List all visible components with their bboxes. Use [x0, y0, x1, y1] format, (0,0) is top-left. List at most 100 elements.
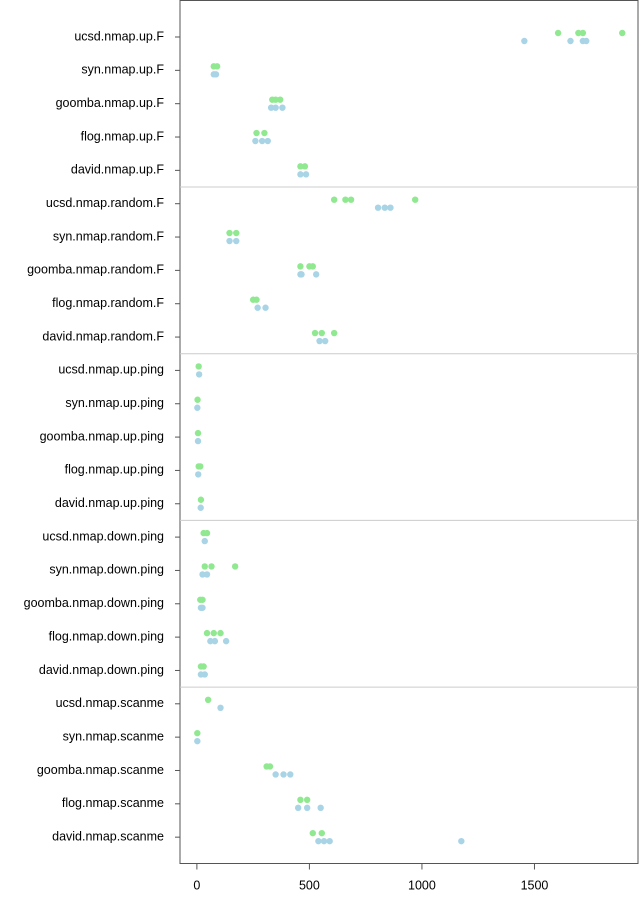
- dot: [309, 829, 316, 837]
- x-tick-label: 500: [299, 878, 320, 892]
- y-tick-label: goomba.nmap.scanme: [37, 763, 164, 777]
- y-tick-label: flog.nmap.up.ping: [65, 463, 164, 477]
- dot: [411, 196, 419, 203]
- dot: [211, 637, 219, 645]
- dot: [197, 463, 204, 470]
- y-tick-label: syn.nmap.down.ping: [49, 563, 164, 577]
- dot: [381, 204, 389, 211]
- dot: [312, 271, 320, 278]
- dot: [309, 263, 316, 270]
- dot: [200, 663, 207, 670]
- y-tick-label: flog.nmap.scanme: [62, 796, 164, 810]
- x-tick-label: 1000: [408, 878, 436, 892]
- dot: [297, 163, 304, 170]
- dot: [342, 196, 349, 203]
- dot: [567, 37, 574, 45]
- dot: [253, 129, 260, 137]
- y-tick-label: syn.nmap.random.F: [53, 229, 165, 243]
- dot: [194, 737, 201, 745]
- dot: [254, 304, 261, 311]
- dot: [199, 596, 206, 603]
- y-tick-label: ucsd.nmap.up.ping: [58, 363, 164, 377]
- x-tick-label: 1500: [521, 878, 549, 892]
- dot: [318, 329, 325, 337]
- dot: [297, 171, 304, 178]
- dot: [194, 437, 202, 445]
- dot: [267, 104, 275, 111]
- dot: [258, 137, 266, 145]
- dot: [194, 729, 201, 737]
- dot: [320, 837, 328, 845]
- dot: [208, 563, 215, 570]
- dot: [201, 537, 208, 545]
- dot: [297, 796, 304, 804]
- dot: [326, 837, 333, 845]
- dot: [316, 337, 323, 345]
- dot: [458, 837, 465, 845]
- dot: [195, 371, 203, 378]
- dot: [253, 296, 260, 303]
- dot: [201, 563, 208, 570]
- dot: [194, 429, 202, 437]
- dot: [303, 804, 311, 812]
- dot: [272, 104, 279, 111]
- y-tick-label: david.nmap.up.F: [71, 163, 164, 177]
- y-tick-label: syn.nmap.up.ping: [65, 396, 164, 410]
- dot: [217, 704, 224, 711]
- dot: [330, 329, 338, 337]
- dot: [204, 696, 212, 703]
- dot: [301, 163, 309, 170]
- dot: [212, 71, 220, 78]
- dot: [252, 137, 259, 145]
- dot: [294, 804, 302, 812]
- dot: [195, 363, 202, 370]
- dot: [374, 204, 382, 211]
- dot: [318, 829, 325, 837]
- dot: [321, 337, 329, 345]
- y-tick-label: ucsd.nmap.up.F: [74, 29, 164, 43]
- dot: [199, 571, 206, 578]
- dot: [387, 204, 394, 211]
- dot: [233, 237, 240, 245]
- dot: [226, 229, 233, 237]
- dot: [298, 271, 305, 278]
- dot: [579, 29, 587, 37]
- dot: [272, 771, 279, 778]
- y-tick-label: david.nmap.up.ping: [55, 496, 164, 510]
- y-tick-label: flog.nmap.up.F: [81, 129, 165, 143]
- y-tick-label: flog.nmap.random.F: [52, 296, 164, 310]
- y-tick-label: flog.nmap.down.ping: [49, 629, 164, 643]
- dot: [280, 771, 287, 778]
- y-tick-label: david.nmap.scanme: [52, 829, 164, 843]
- dot: [297, 263, 304, 270]
- y-tick-label: goomba.nmap.up.F: [56, 96, 165, 110]
- y-tick-label: david.nmap.random.F: [42, 329, 164, 343]
- dot: [203, 571, 211, 578]
- y-tick-label: goomba.nmap.up.ping: [40, 429, 164, 443]
- dot: [521, 37, 528, 45]
- dot: [194, 396, 201, 403]
- dot: [287, 771, 294, 778]
- dot: [330, 196, 338, 203]
- dot: [583, 37, 590, 45]
- dot: [207, 637, 214, 645]
- dot: [262, 304, 269, 311]
- y-tick-label: ucsd.nmap.scanme: [56, 696, 164, 710]
- dot: [276, 96, 284, 103]
- dot: [347, 196, 355, 203]
- dot: [210, 629, 217, 637]
- dot: [195, 471, 202, 478]
- dot: [619, 29, 626, 37]
- dot: [194, 404, 201, 411]
- dot: [303, 796, 311, 804]
- y-tick-label: goomba.nmap.down.ping: [24, 596, 164, 610]
- dot: [311, 329, 319, 337]
- y-tick-label: syn.nmap.up.F: [81, 63, 164, 77]
- y-tick-label: ucsd.nmap.random.F: [46, 196, 164, 210]
- dot: [302, 171, 310, 178]
- dot: [554, 29, 562, 37]
- y-tick-label: goomba.nmap.random.F: [27, 263, 164, 277]
- dot: [213, 63, 221, 70]
- dot: [279, 104, 286, 111]
